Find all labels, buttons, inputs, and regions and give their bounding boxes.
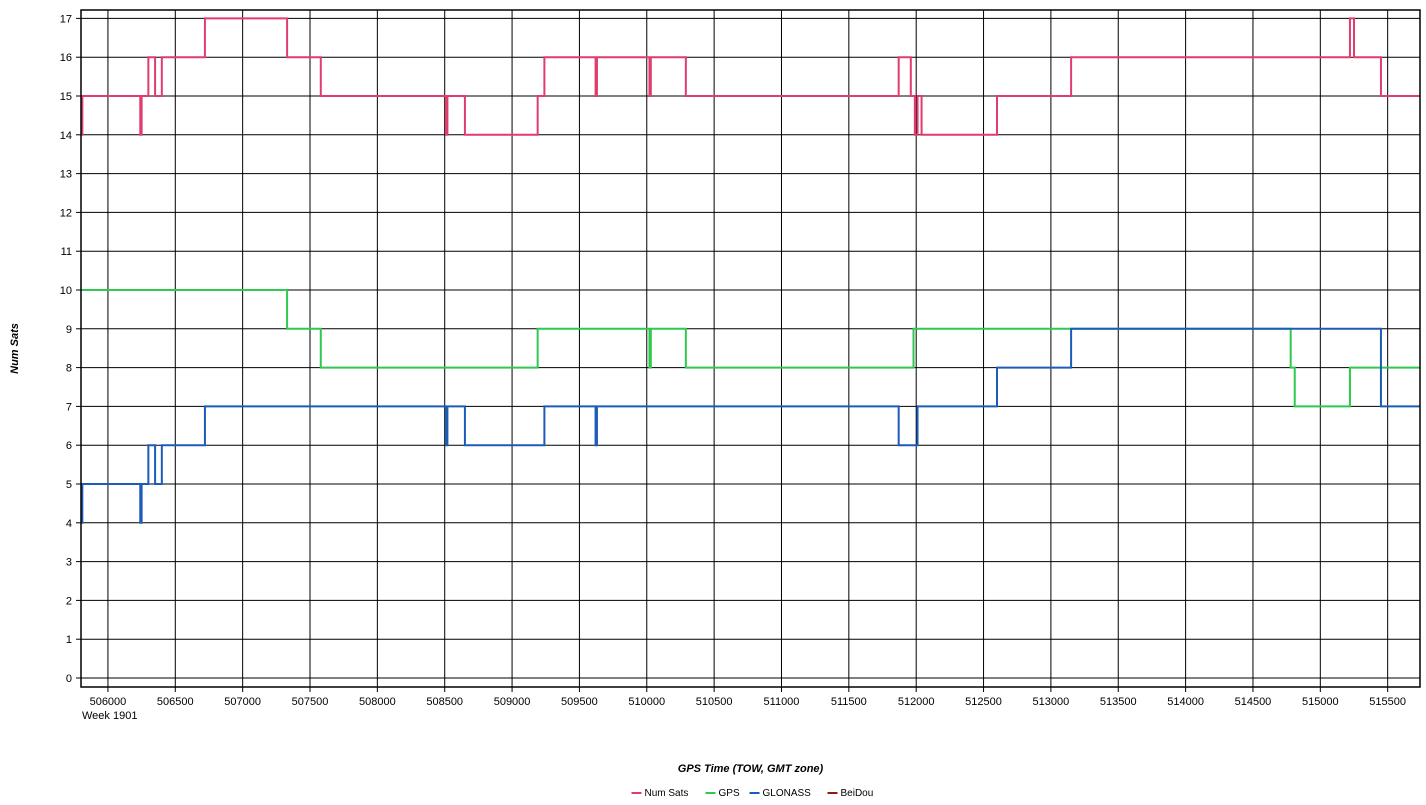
x-tick-label: 515500 xyxy=(1369,696,1406,708)
y-tick-label: 1 xyxy=(66,634,72,646)
x-tick-label: 507500 xyxy=(292,696,329,708)
y-tick-label: 8 xyxy=(66,363,72,375)
x-tick-label: 506000 xyxy=(90,696,127,708)
series-lines xyxy=(81,17,1420,524)
x-tick-label: 514500 xyxy=(1235,696,1272,708)
y-tick-label: 16 xyxy=(60,52,72,64)
y-tick-label: 4 xyxy=(66,518,72,530)
y-tick-label: 12 xyxy=(60,207,72,219)
x-tick-labels: 506000 506500 507000 507500 508000 508500 5090… xyxy=(90,687,1406,708)
x-tick-label: 510000 xyxy=(628,696,665,708)
grid-lines xyxy=(81,10,1420,687)
y-tick-label: 6 xyxy=(66,440,72,452)
x-tick-label: 509000 xyxy=(494,696,531,708)
series-line-glonass xyxy=(81,327,1420,524)
x-tick-label: 513500 xyxy=(1100,696,1137,708)
plot-area-frame xyxy=(80,9,1421,688)
x-tick-label: 508000 xyxy=(359,696,396,708)
y-axis-title: Num Sats xyxy=(9,323,21,374)
y-tick-label: 9 xyxy=(66,324,72,336)
legend-label: Num Sats xyxy=(645,788,689,799)
x-tick-label: 512000 xyxy=(898,696,935,708)
y-tick-label: 2 xyxy=(66,595,72,607)
legend-label: GPS xyxy=(719,788,740,799)
x-tick-label: 511500 xyxy=(831,696,867,708)
x-axis-week-label: Week 1901 xyxy=(82,710,137,722)
x-tick-label: 511000 xyxy=(764,696,800,708)
legend-label: GLONASS xyxy=(763,788,812,799)
y-tick-label: 13 xyxy=(60,169,72,181)
y-tick-label: 11 xyxy=(61,246,72,258)
x-tick-label: 508500 xyxy=(426,696,463,708)
y-tick-label: 17 xyxy=(60,13,72,25)
x-tick-label: 512500 xyxy=(965,696,1002,708)
y-tick-label: 0 xyxy=(66,673,72,685)
x-tick-label: 513000 xyxy=(1033,696,1070,708)
series-line-gps xyxy=(81,289,1420,408)
x-tick-label: 515000 xyxy=(1302,696,1339,708)
y-tick-label: 3 xyxy=(66,557,72,569)
x-tick-label: 506500 xyxy=(157,696,194,708)
x-tick-label: 509500 xyxy=(561,696,598,708)
y-tick-label: 5 xyxy=(66,479,72,491)
y-tick-label: 14 xyxy=(60,130,72,142)
y-tick-label: 10 xyxy=(60,285,72,297)
legend: Num Sats GPS GLONASS BeiDou xyxy=(631,788,874,799)
legend-label: BeiDou xyxy=(841,788,874,799)
x-tick-label: 507000 xyxy=(224,696,261,708)
y-tick-label: 7 xyxy=(66,401,72,413)
x-tick-label: 514000 xyxy=(1167,696,1204,708)
x-tick-label: 510500 xyxy=(696,696,733,708)
series-line-num-sats xyxy=(81,17,1420,136)
y-tick-label: 15 xyxy=(60,91,72,103)
x-axis-title: GPS Time (TOW, GMT zone) xyxy=(678,763,824,775)
